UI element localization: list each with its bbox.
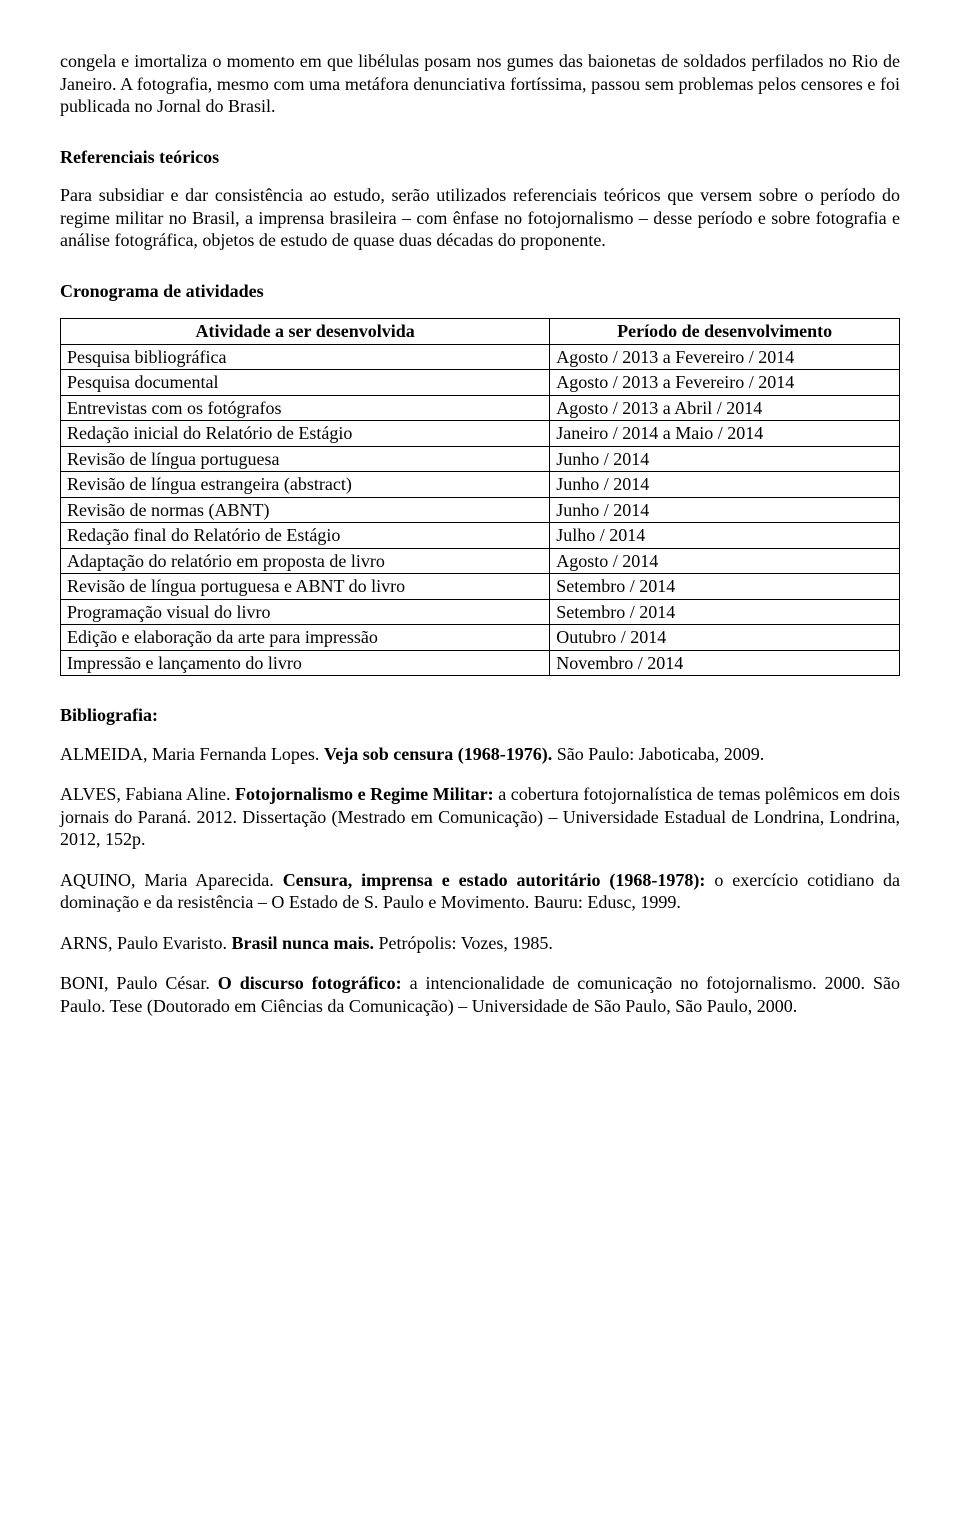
period-cell: Janeiro / 2014 a Maio / 2014 [550,421,900,447]
table-row: Revisão de língua portuguesaJunho / 2014 [61,446,900,472]
period-cell: Agosto / 2013 a Fevereiro / 2014 [550,344,900,370]
entry-author: ALMEIDA, Maria Fernanda Lopes. [60,744,324,764]
period-cell: Setembro / 2014 [550,599,900,625]
bibliography-entry: ALMEIDA, Maria Fernanda Lopes. Veja sob … [60,743,900,766]
table-row: Revisão de língua estrangeira (abstract)… [61,472,900,498]
period-cell: Novembro / 2014 [550,650,900,676]
activity-cell: Revisão de língua portuguesa [61,446,550,472]
bibliography-entry: ARNS, Paulo Evaristo. Brasil nunca mais.… [60,932,900,955]
table-row: Redação inicial do Relatório de EstágioJ… [61,421,900,447]
activity-cell: Revisão de língua estrangeira (abstract) [61,472,550,498]
period-cell: Agosto / 2013 a Fevereiro / 2014 [550,370,900,396]
period-cell: Setembro / 2014 [550,574,900,600]
activity-cell: Revisão de língua portuguesa e ABNT do l… [61,574,550,600]
entry-title: O discurso fotográfico: [218,973,402,993]
activity-cell: Entrevistas com os fotógrafos [61,395,550,421]
activity-cell: Adaptação do relatório em proposta de li… [61,548,550,574]
entry-title: Brasil nunca mais. [232,933,375,953]
bibliography-entry: AQUINO, Maria Aparecida. Censura, impren… [60,869,900,914]
entry-title: Censura, imprensa e estado autoritário (… [283,870,706,890]
cronograma-col1: Atividade a ser desenvolvida [61,319,550,345]
activity-cell: Impressão e lançamento do livro [61,650,550,676]
activity-cell: Redação final do Relatório de Estágio [61,523,550,549]
period-cell: Julho / 2014 [550,523,900,549]
activity-cell: Programação visual do livro [61,599,550,625]
period-cell: Junho / 2014 [550,446,900,472]
entry-author: AQUINO, Maria Aparecida. [60,870,283,890]
entry-rest: São Paulo: Jaboticaba, 2009. [552,744,764,764]
activity-cell: Pesquisa bibliográfica [61,344,550,370]
intro-paragraph: congela e imortaliza o momento em que li… [60,50,900,118]
referenciais-paragraph: Para subsidiar e dar consistência ao est… [60,184,900,252]
entry-author: ALVES, Fabiana Aline. [60,784,235,804]
table-row: Redação final do Relatório de EstágioJul… [61,523,900,549]
entry-rest: Petrópolis: Vozes, 1985. [374,933,553,953]
table-row: Adaptação do relatório em proposta de li… [61,548,900,574]
table-row: Edição e elaboração da arte para impress… [61,625,900,651]
cronograma-heading: Cronograma de atividades [60,280,900,303]
entry-title: Fotojornalismo e Regime Militar: [235,784,494,804]
table-row: Pesquisa documentalAgosto / 2013 a Fever… [61,370,900,396]
cronograma-table: Atividade a ser desenvolvida Período de … [60,318,900,676]
cronograma-col2: Período de desenvolvimento [550,319,900,345]
period-cell: Agosto / 2014 [550,548,900,574]
activity-cell: Revisão de normas (ABNT) [61,497,550,523]
period-cell: Junho / 2014 [550,472,900,498]
activity-cell: Edição e elaboração da arte para impress… [61,625,550,651]
table-row: Programação visual do livroSetembro / 20… [61,599,900,625]
period-cell: Junho / 2014 [550,497,900,523]
bibliografia-heading: Bibliografia: [60,704,900,727]
entry-title: Veja sob censura (1968-1976). [324,744,552,764]
entry-author: ARNS, Paulo Evaristo. [60,933,232,953]
table-row: Impressão e lançamento do livroNovembro … [61,650,900,676]
table-row: Revisão de normas (ABNT)Junho / 2014 [61,497,900,523]
period-cell: Outubro / 2014 [550,625,900,651]
bibliography-entry: ALVES, Fabiana Aline. Fotojornalismo e R… [60,783,900,851]
activity-cell: Pesquisa documental [61,370,550,396]
referenciais-heading: Referenciais teóricos [60,146,900,169]
table-row: Pesquisa bibliográficaAgosto / 2013 a Fe… [61,344,900,370]
entry-author: BONI, Paulo César. [60,973,218,993]
activity-cell: Redação inicial do Relatório de Estágio [61,421,550,447]
table-row: Entrevistas com os fotógrafosAgosto / 20… [61,395,900,421]
table-row: Revisão de língua portuguesa e ABNT do l… [61,574,900,600]
period-cell: Agosto / 2013 a Abril / 2014 [550,395,900,421]
bibliography-entry: BONI, Paulo César. O discurso fotográfic… [60,972,900,1017]
